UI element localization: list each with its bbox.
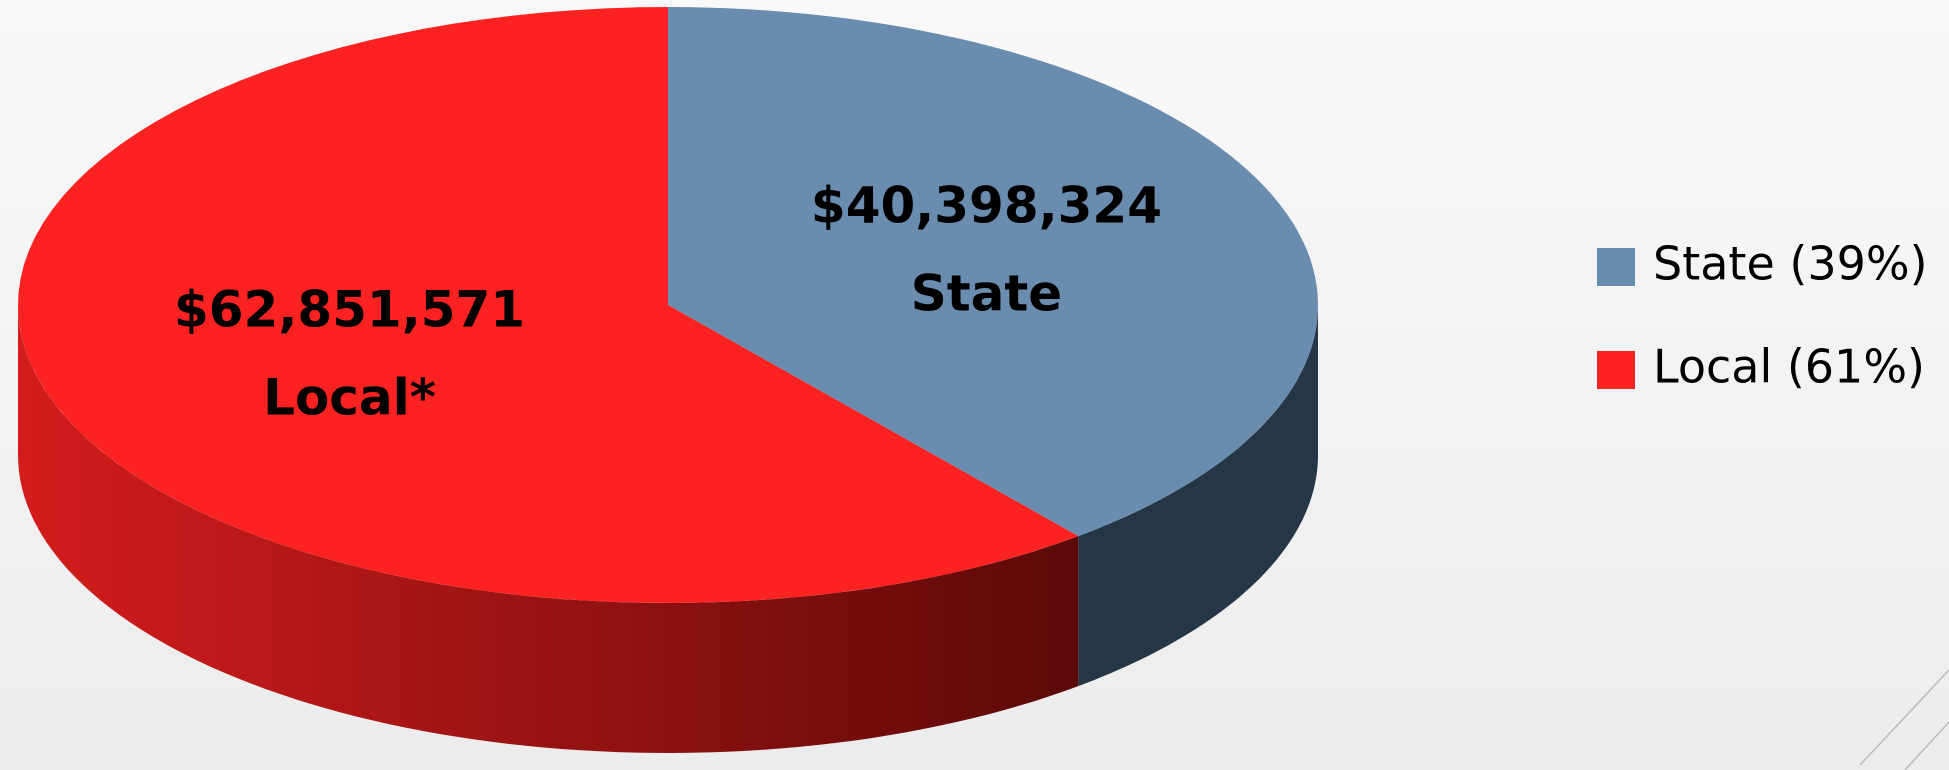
data-label: $62,851,571 [174,280,525,338]
pie-tops [18,7,1318,603]
data-label: $40,398,324 [811,177,1162,235]
pie-side [18,305,1079,753]
data-labels: $40,398,324 State $62,851,571 Local* [174,177,1162,427]
pie-side [1078,305,1318,687]
data-label-name: State [911,265,1062,323]
pie-slice [668,7,1318,537]
pie-sides [18,305,1318,753]
decor-line [1904,721,1949,770]
legend-swatch [1597,351,1635,389]
legend-label: State (39%) [1653,237,1928,291]
legend: State (39%) Local (61%) [1597,237,1928,394]
legend-label: Local (61%) [1653,340,1925,394]
decor-line [1859,669,1949,766]
pie-slice [18,7,1079,603]
data-label-name: Local* [263,368,436,426]
legend-swatch [1597,248,1635,286]
